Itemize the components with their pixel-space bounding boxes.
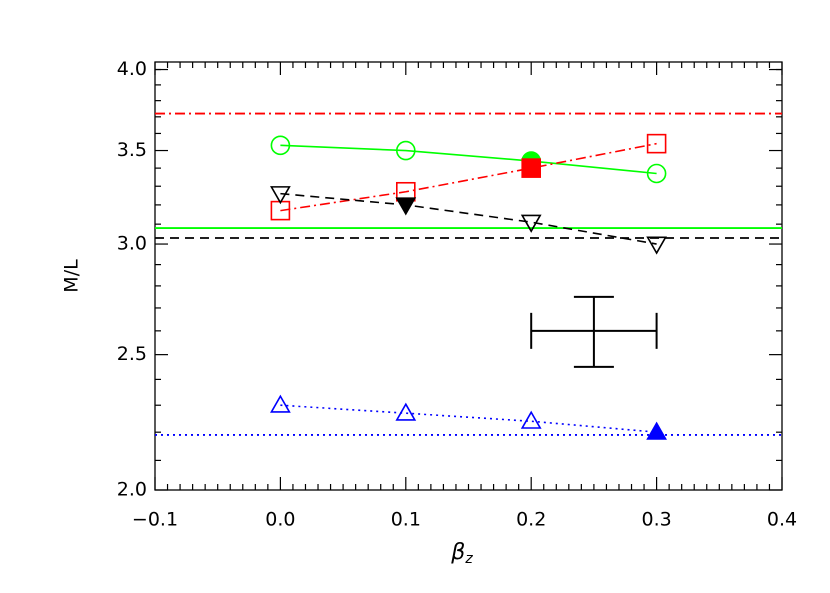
marker xyxy=(646,163,667,184)
x-tick-label: 0.3 xyxy=(641,509,671,531)
marker xyxy=(520,214,542,233)
plot-frame xyxy=(154,61,783,491)
marker xyxy=(270,394,291,413)
y-tick-label: 2.0 xyxy=(117,479,147,501)
x-tick-label: −0.1 xyxy=(132,509,178,531)
marker xyxy=(395,402,417,421)
x-tick-label: 0.0 xyxy=(265,509,295,531)
y-tick-label: 4.0 xyxy=(117,58,147,80)
marker xyxy=(270,186,291,205)
x-axis-label: βz xyxy=(450,540,473,567)
y-tick-label: 2.5 xyxy=(117,343,147,365)
x-tick-label: 0.4 xyxy=(767,509,797,531)
marker xyxy=(520,410,542,429)
marker xyxy=(395,140,416,161)
marker xyxy=(270,135,291,156)
x-label-subscript: z xyxy=(464,551,473,567)
series-line xyxy=(280,144,657,175)
marker xyxy=(395,197,417,216)
y-tick-label: 3.0 xyxy=(117,233,147,255)
marker xyxy=(646,421,667,440)
series-line xyxy=(280,404,657,433)
marker xyxy=(646,133,667,154)
y-tick-label: 3.5 xyxy=(117,139,147,161)
x-label-symbol: β xyxy=(450,540,465,565)
series-line xyxy=(280,192,657,245)
marker xyxy=(646,236,667,255)
series-line xyxy=(280,142,657,212)
y-axis-label: M/L xyxy=(61,259,83,293)
x-tick-label: 0.2 xyxy=(516,509,546,531)
x-tick-label: 0.1 xyxy=(391,509,421,531)
marker xyxy=(521,158,542,178)
